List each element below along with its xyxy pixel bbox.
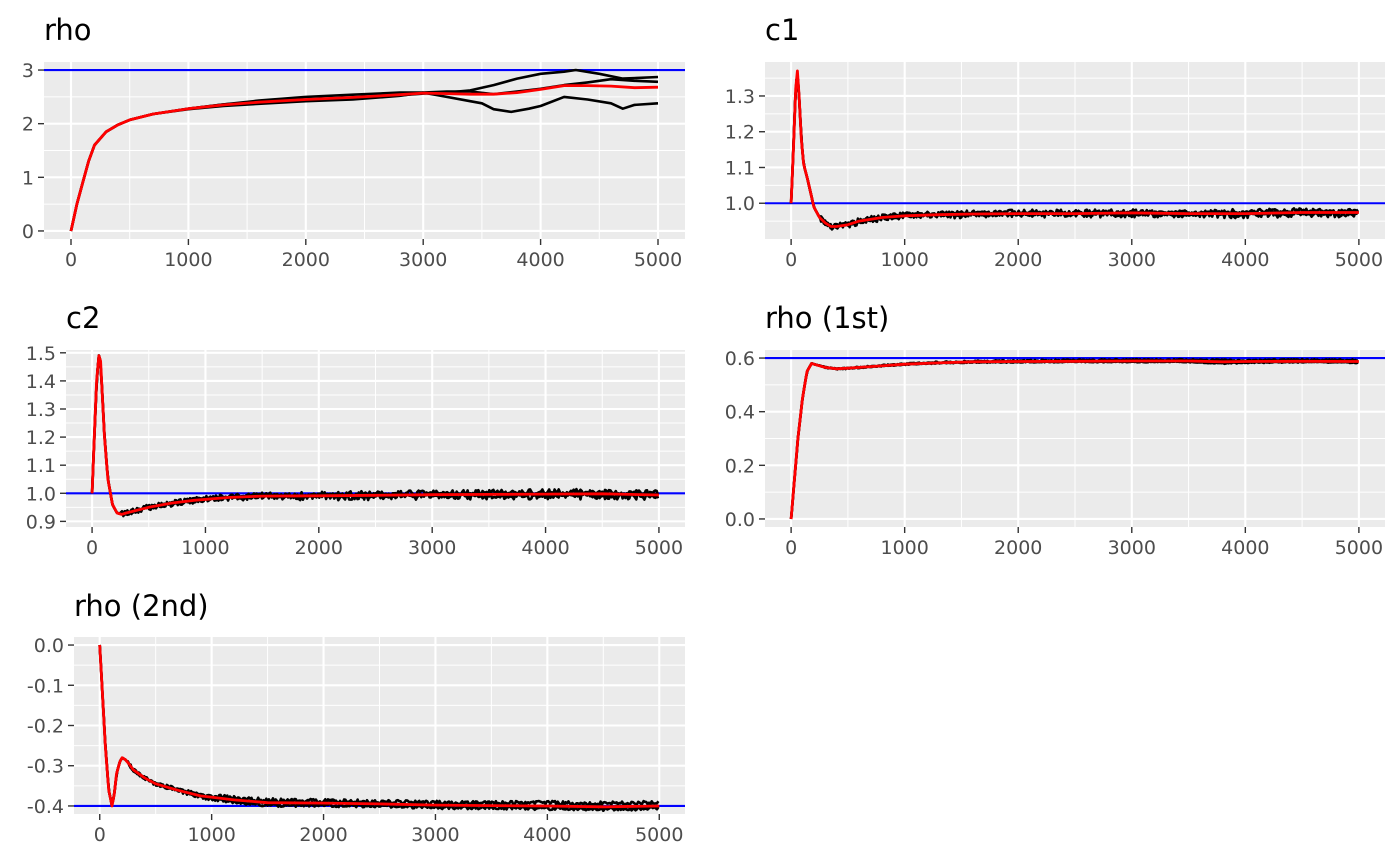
panel-c2: c2 0 1000 2000 3000 4000 5000 0.9 1.0 1.1 1.2 1.3 1… bbox=[26, 301, 685, 559]
chain-lines-c1 bbox=[789, 69, 1360, 231]
y-tick-label-c2: 1.5 bbox=[26, 343, 56, 365]
y-tick-label-c1: 1.2 bbox=[725, 122, 755, 144]
x-tick-label-c2: 1000 bbox=[181, 537, 229, 559]
x-tick-label-c2: 2000 bbox=[295, 537, 343, 559]
x-tick-label-rho-1st: 1000 bbox=[880, 537, 928, 559]
y-tick-label-rho-2nd: 0.0 bbox=[34, 635, 64, 657]
chain-lines-c2 bbox=[90, 354, 660, 518]
x-tick-label-rho-2nd: 0 bbox=[94, 824, 106, 846]
panel-title-rho: rho bbox=[44, 13, 92, 47]
y-tick-label-c2: 0.9 bbox=[26, 511, 56, 533]
x-tick-label-rho-1st: 5000 bbox=[1335, 537, 1383, 559]
panel-title-rho-1st: rho (1st) bbox=[765, 301, 889, 335]
x-tick-label-rho-2nd: 2000 bbox=[299, 824, 347, 846]
mean-trace-line bbox=[90, 354, 659, 516]
axes-c2: 0 1000 2000 3000 4000 5000 0.9 1.0 1.1 1.2 1.3 1.4 1… bbox=[26, 343, 683, 559]
x-tick-label-rho-1st: 3000 bbox=[1108, 537, 1156, 559]
x-tick-label-c1: 4000 bbox=[1221, 249, 1269, 271]
x-tick-label-c1: 5000 bbox=[1335, 249, 1383, 271]
panel-title-rho-2nd: rho (2nd) bbox=[74, 589, 209, 623]
panel-rho-2nd: rho (2nd) 0 1000 2000 3000 4000 5000 0.0 -0.1 -0… bbox=[27, 589, 685, 846]
chain-lines-rho-2nd bbox=[98, 644, 660, 813]
x-tick-label-c1: 3000 bbox=[1108, 249, 1156, 271]
grid-c1 bbox=[765, 62, 1385, 239]
y-tick-label-c2: 1.2 bbox=[26, 427, 56, 449]
x-tick-label-rho-1st: 2000 bbox=[994, 537, 1042, 559]
panel-title-c1: c1 bbox=[765, 13, 799, 47]
axes-rho-2nd: 0 1000 2000 3000 4000 5000 0.0 -0.1 -0.2 -0.3 -0.4 bbox=[27, 635, 684, 846]
y-tick-label-rho-1st: 0.6 bbox=[725, 348, 755, 370]
x-tick-label-rho: 4000 bbox=[516, 249, 564, 271]
y-tick-label-c1: 1.1 bbox=[725, 157, 755, 179]
panel-title-c2: c2 bbox=[66, 301, 100, 335]
y-tick-label-c2: 1.1 bbox=[26, 455, 56, 477]
x-tick-label-rho-2nd: 1000 bbox=[187, 824, 235, 846]
axes-rho: 0 1000 2000 3000 4000 5000 0 1 2 3 bbox=[22, 60, 682, 271]
y-tick-label-rho-2nd: -0.4 bbox=[27, 796, 64, 818]
x-tick-label-rho: 3000 bbox=[399, 249, 447, 271]
x-tick-label-rho-1st: 0 bbox=[785, 537, 797, 559]
y-tick-label-rho-2nd: -0.2 bbox=[27, 716, 64, 738]
x-tick-label-rho: 2000 bbox=[282, 249, 330, 271]
x-tick-label-rho-1st: 4000 bbox=[1221, 537, 1269, 559]
y-tick-label-rho: 0 bbox=[22, 221, 34, 243]
y-tick-label-rho: 2 bbox=[22, 114, 34, 136]
grid-rho-1st bbox=[765, 350, 1385, 527]
x-tick-label-rho-2nd: 4000 bbox=[523, 824, 571, 846]
y-tick-label-rho-1st: 0.2 bbox=[725, 455, 755, 477]
mean-trace-line bbox=[789, 69, 1359, 228]
y-tick-label-rho: 3 bbox=[22, 60, 34, 82]
x-tick-label-rho: 0 bbox=[65, 249, 77, 271]
mean-trace-line bbox=[69, 84, 659, 232]
x-tick-label-c2: 5000 bbox=[635, 537, 683, 559]
x-tick-label-c2: 4000 bbox=[521, 537, 569, 559]
y-tick-label-rho: 1 bbox=[22, 167, 34, 189]
x-tick-label-rho-2nd: 3000 bbox=[411, 824, 459, 846]
x-tick-label-rho-2nd: 5000 bbox=[635, 824, 683, 846]
panel-c1: c1 0 1000 2000 3000 4000 5000 1.0 1.1 1.2 1.3 bbox=[725, 13, 1385, 271]
x-tick-label-rho: 1000 bbox=[164, 249, 212, 271]
mean-trace-line bbox=[98, 644, 660, 809]
chain-lines-rho bbox=[69, 68, 659, 232]
y-tick-label-c1: 1.0 bbox=[725, 193, 755, 215]
y-tick-label-c1: 1.3 bbox=[725, 86, 755, 108]
x-tick-label-c2: 3000 bbox=[408, 537, 456, 559]
y-tick-label-rho-1st: 0.4 bbox=[725, 402, 755, 424]
axes-c1: 0 1000 2000 3000 4000 5000 1.0 1.1 1.2 1.3 bbox=[725, 86, 1383, 271]
y-tick-label-c2: 1.0 bbox=[26, 483, 56, 505]
x-tick-label-c1: 1000 bbox=[880, 249, 928, 271]
x-tick-label-rho: 5000 bbox=[634, 249, 682, 271]
mean-trace-line bbox=[789, 359, 1359, 520]
panel-rho: rho 0 1000 2000 3000 4000 5000 0 1 2 3 bbox=[22, 13, 685, 271]
panel-rho-1st: rho (1st) 0 1000 2000 3000 4000 5000 0.0 0.2 0.4… bbox=[725, 301, 1385, 559]
x-tick-label-c1: 2000 bbox=[994, 249, 1042, 271]
chain-lines-rho-1st bbox=[789, 357, 1359, 520]
axes-rho-1st: 0 1000 2000 3000 4000 5000 0.0 0.2 0.4 0.6 bbox=[725, 348, 1383, 559]
y-tick-label-c2: 1.4 bbox=[26, 371, 56, 393]
y-tick-label-rho-2nd: -0.3 bbox=[27, 756, 64, 778]
y-tick-label-rho-2nd: -0.1 bbox=[27, 675, 64, 697]
y-tick-label-rho-1st: 0.0 bbox=[725, 509, 755, 531]
x-tick-label-c2: 0 bbox=[86, 537, 98, 559]
y-tick-label-c2: 1.3 bbox=[26, 399, 56, 421]
x-tick-label-c1: 0 bbox=[785, 249, 797, 271]
